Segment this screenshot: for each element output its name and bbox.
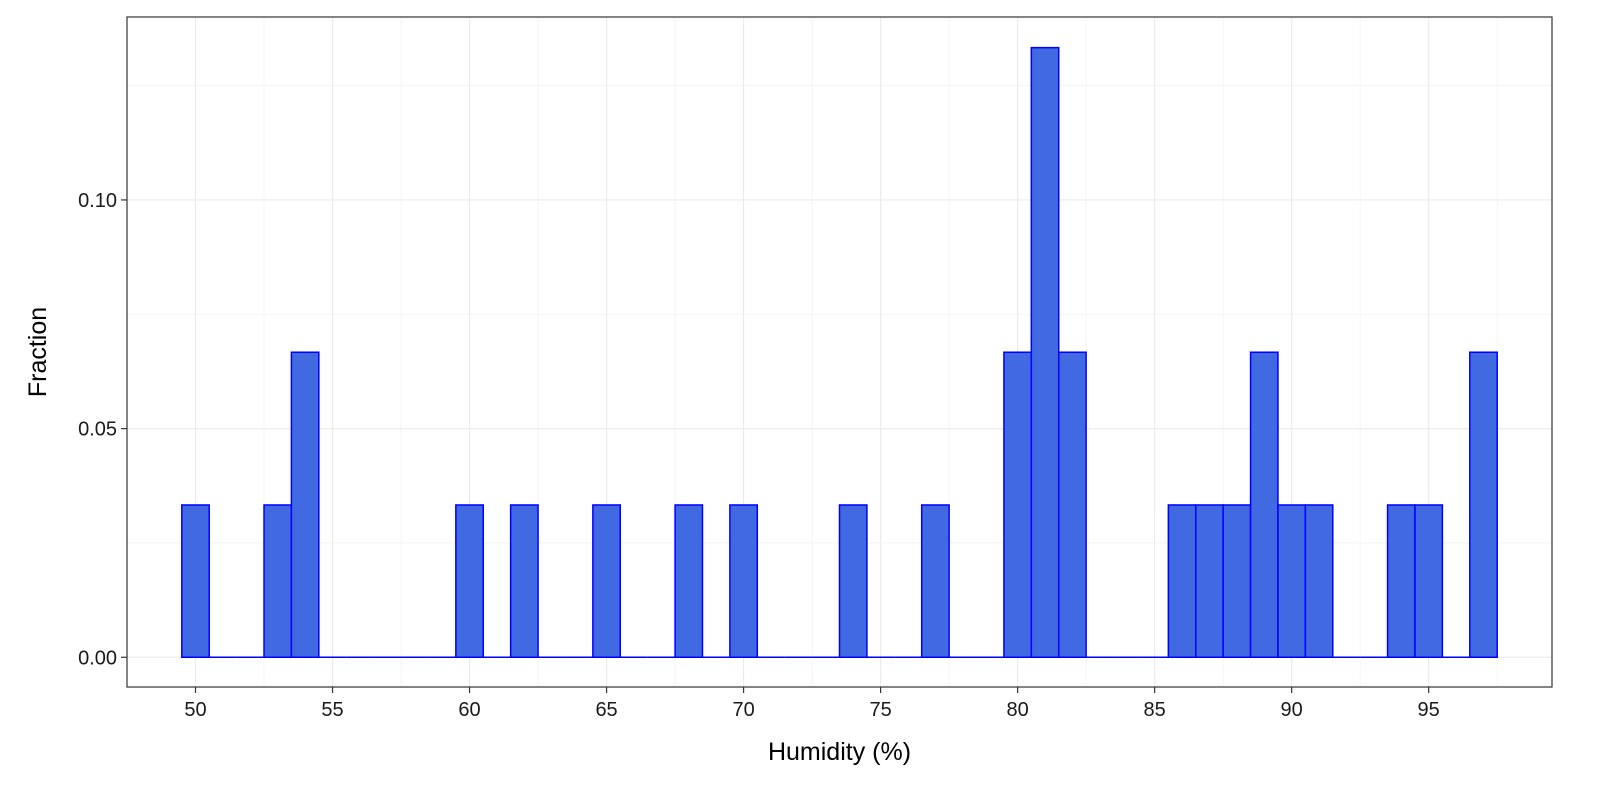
y-tick-label: 0.00 bbox=[78, 647, 117, 669]
y-axis-title: Fraction bbox=[24, 307, 52, 397]
histogram-bar bbox=[509, 504, 539, 659]
bars bbox=[181, 46, 1498, 659]
histogram-bar bbox=[455, 504, 485, 659]
histogram-bar bbox=[838, 504, 868, 659]
histogram-bar bbox=[263, 504, 293, 659]
y-axis: 0.00 0.05 0.10 bbox=[78, 190, 127, 669]
histogram-bar bbox=[729, 504, 759, 659]
histogram-bar bbox=[1304, 504, 1334, 659]
histogram-bar bbox=[1249, 351, 1279, 659]
histogram-bar bbox=[1057, 351, 1087, 659]
x-axis: 50 55 60 65 70 75 80 85 90 95 bbox=[184, 687, 1440, 721]
histogram-bar bbox=[1469, 351, 1498, 659]
x-tick-label: 70 bbox=[732, 699, 754, 721]
x-tick-label: 95 bbox=[1418, 699, 1440, 721]
histogram-bar bbox=[1386, 504, 1416, 659]
x-tick-label: 65 bbox=[595, 699, 617, 721]
x-tick-label: 85 bbox=[1144, 699, 1166, 721]
y-tick-label: 0.10 bbox=[78, 190, 117, 212]
histogram-bar bbox=[920, 504, 950, 659]
x-tick-label: 50 bbox=[184, 699, 206, 721]
histogram-bar bbox=[1167, 504, 1197, 659]
panel-border bbox=[126, 16, 1553, 688]
histogram-bar bbox=[1222, 504, 1252, 659]
histogram-bar bbox=[674, 504, 704, 659]
x-tick-label: 80 bbox=[1007, 699, 1029, 721]
histogram-bar bbox=[1277, 504, 1307, 659]
histogram-bar bbox=[1030, 46, 1060, 659]
y-tick-label: 0.05 bbox=[78, 419, 117, 441]
histogram-bar bbox=[181, 504, 210, 659]
histogram-bar bbox=[1195, 504, 1224, 659]
x-tick-label: 75 bbox=[869, 699, 891, 721]
histogram-bar bbox=[1414, 504, 1444, 659]
histogram-bar bbox=[592, 504, 622, 659]
x-tick-label: 90 bbox=[1281, 699, 1303, 721]
x-axis-title: Humidity (%) bbox=[768, 738, 911, 766]
x-tick-label: 60 bbox=[458, 699, 480, 721]
histogram-bar bbox=[290, 351, 320, 659]
histogram-bar bbox=[1003, 351, 1033, 659]
x-tick-label: 55 bbox=[321, 699, 343, 721]
